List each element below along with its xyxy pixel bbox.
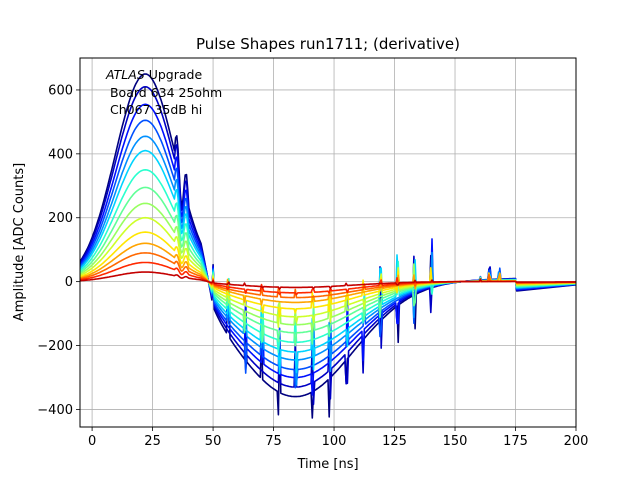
atlas-suffix: Upgrade	[145, 67, 203, 82]
series-lines	[80, 73, 576, 419]
pulse-series-line	[80, 271, 576, 290]
atlas-label: ATLAS	[105, 67, 145, 82]
y-tick-label: −400	[37, 403, 73, 418]
plot-frame	[79, 57, 577, 428]
axis-ticks: 0 25 50 75 100 125 150 175 200 −400 −200 0 200 400 600	[37, 83, 588, 449]
y-tick-label: 200	[48, 211, 73, 226]
y-tick-label: 600	[48, 83, 73, 98]
x-tick-label: 50	[205, 434, 222, 449]
chart-title: Pulse Shapes run1711; (derivative)	[196, 35, 460, 53]
y-axis-label: Amplitude [ADC Counts]	[12, 163, 27, 321]
y-tick-label: 400	[48, 147, 73, 162]
annotation-line2: Board 634 25ohm	[106, 85, 222, 100]
annotation-line1: ATLAS Upgrade	[105, 67, 202, 82]
y-tick-label: 0	[65, 275, 73, 290]
x-axis-label: Time [ns]	[296, 457, 358, 472]
x-tick-label: 175	[503, 434, 528, 449]
x-tick-label: 100	[322, 434, 347, 449]
x-tick-label: 25	[144, 434, 161, 449]
x-tick-label: 200	[564, 434, 589, 449]
annotation-line3: Ch067 35dB hi	[106, 102, 202, 117]
x-tick-label: 75	[265, 434, 282, 449]
x-tick-label: 150	[443, 434, 468, 449]
x-tick-label: 125	[382, 434, 407, 449]
y-tick-label: −200	[37, 339, 73, 354]
x-tick-label: 0	[88, 434, 96, 449]
